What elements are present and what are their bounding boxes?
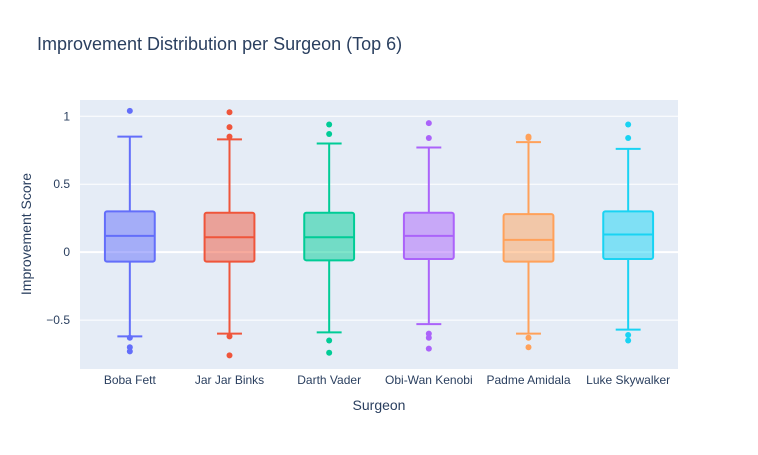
box-layer <box>103 107 655 359</box>
chart-title: Improvement Distribution per Surgeon (To… <box>37 34 402 54</box>
plot-area <box>80 100 678 369</box>
x-tick-labels: Boba Fett Jar Jar Binks Darth Vader Obi-Wan… <box>104 373 670 387</box>
outlier-point <box>226 352 233 359</box>
outlier-point <box>126 107 133 114</box>
box-darth-vader <box>303 121 356 356</box>
outlier-point <box>326 121 333 128</box>
y-tick-label: 1 <box>63 109 70 123</box>
x-tick-label: Padme Amidala <box>486 373 570 387</box>
outlier-point <box>326 130 333 137</box>
x-tick-label: Boba Fett <box>104 373 157 387</box>
outlier-point <box>525 344 532 351</box>
y-tick-label: 0.5 <box>53 177 70 191</box>
outlier-point <box>226 124 233 131</box>
x-tick-label: Luke Skywalker <box>586 373 670 387</box>
box-luke-skywalker <box>602 121 655 344</box>
outlier-point <box>625 121 632 128</box>
outlier-point <box>326 349 333 356</box>
y-axis-title: Improvement Score <box>18 173 34 295</box>
outlier-point <box>625 332 632 339</box>
outlier-point <box>425 334 432 341</box>
grid-layer <box>80 115 678 321</box>
y-tick-label: 0 <box>63 245 70 259</box>
x-tick-label: Darth Vader <box>297 373 361 387</box>
outlier-point <box>425 135 432 142</box>
outlier-point <box>525 135 532 142</box>
outlier-point <box>226 109 233 116</box>
y-tick-labels: −0.5 0 0.5 1 <box>46 109 70 327</box>
iqr-box <box>502 213 555 263</box>
outlier-point <box>226 133 233 140</box>
box-jar-jar-binks <box>203 109 256 359</box>
outlier-point <box>126 334 133 341</box>
x-axis-title: Surgeon <box>353 397 406 413</box>
box-padme-amidala <box>502 133 555 351</box>
outlier-point <box>126 348 133 355</box>
box-boba-fett <box>103 107 156 355</box>
outlier-point <box>525 334 532 341</box>
x-tick-label: Obi-Wan Kenobi <box>385 373 473 387</box>
y-tick-label: −0.5 <box>46 313 70 327</box>
box-obi-wan-kenobi <box>402 120 455 352</box>
outlier-point <box>625 135 632 142</box>
outlier-point <box>326 337 333 344</box>
outlier-point <box>625 337 632 344</box>
x-tick-label: Jar Jar Binks <box>195 373 264 387</box>
outlier-point <box>226 333 233 340</box>
outlier-point <box>425 345 432 352</box>
outlier-point <box>425 120 432 127</box>
